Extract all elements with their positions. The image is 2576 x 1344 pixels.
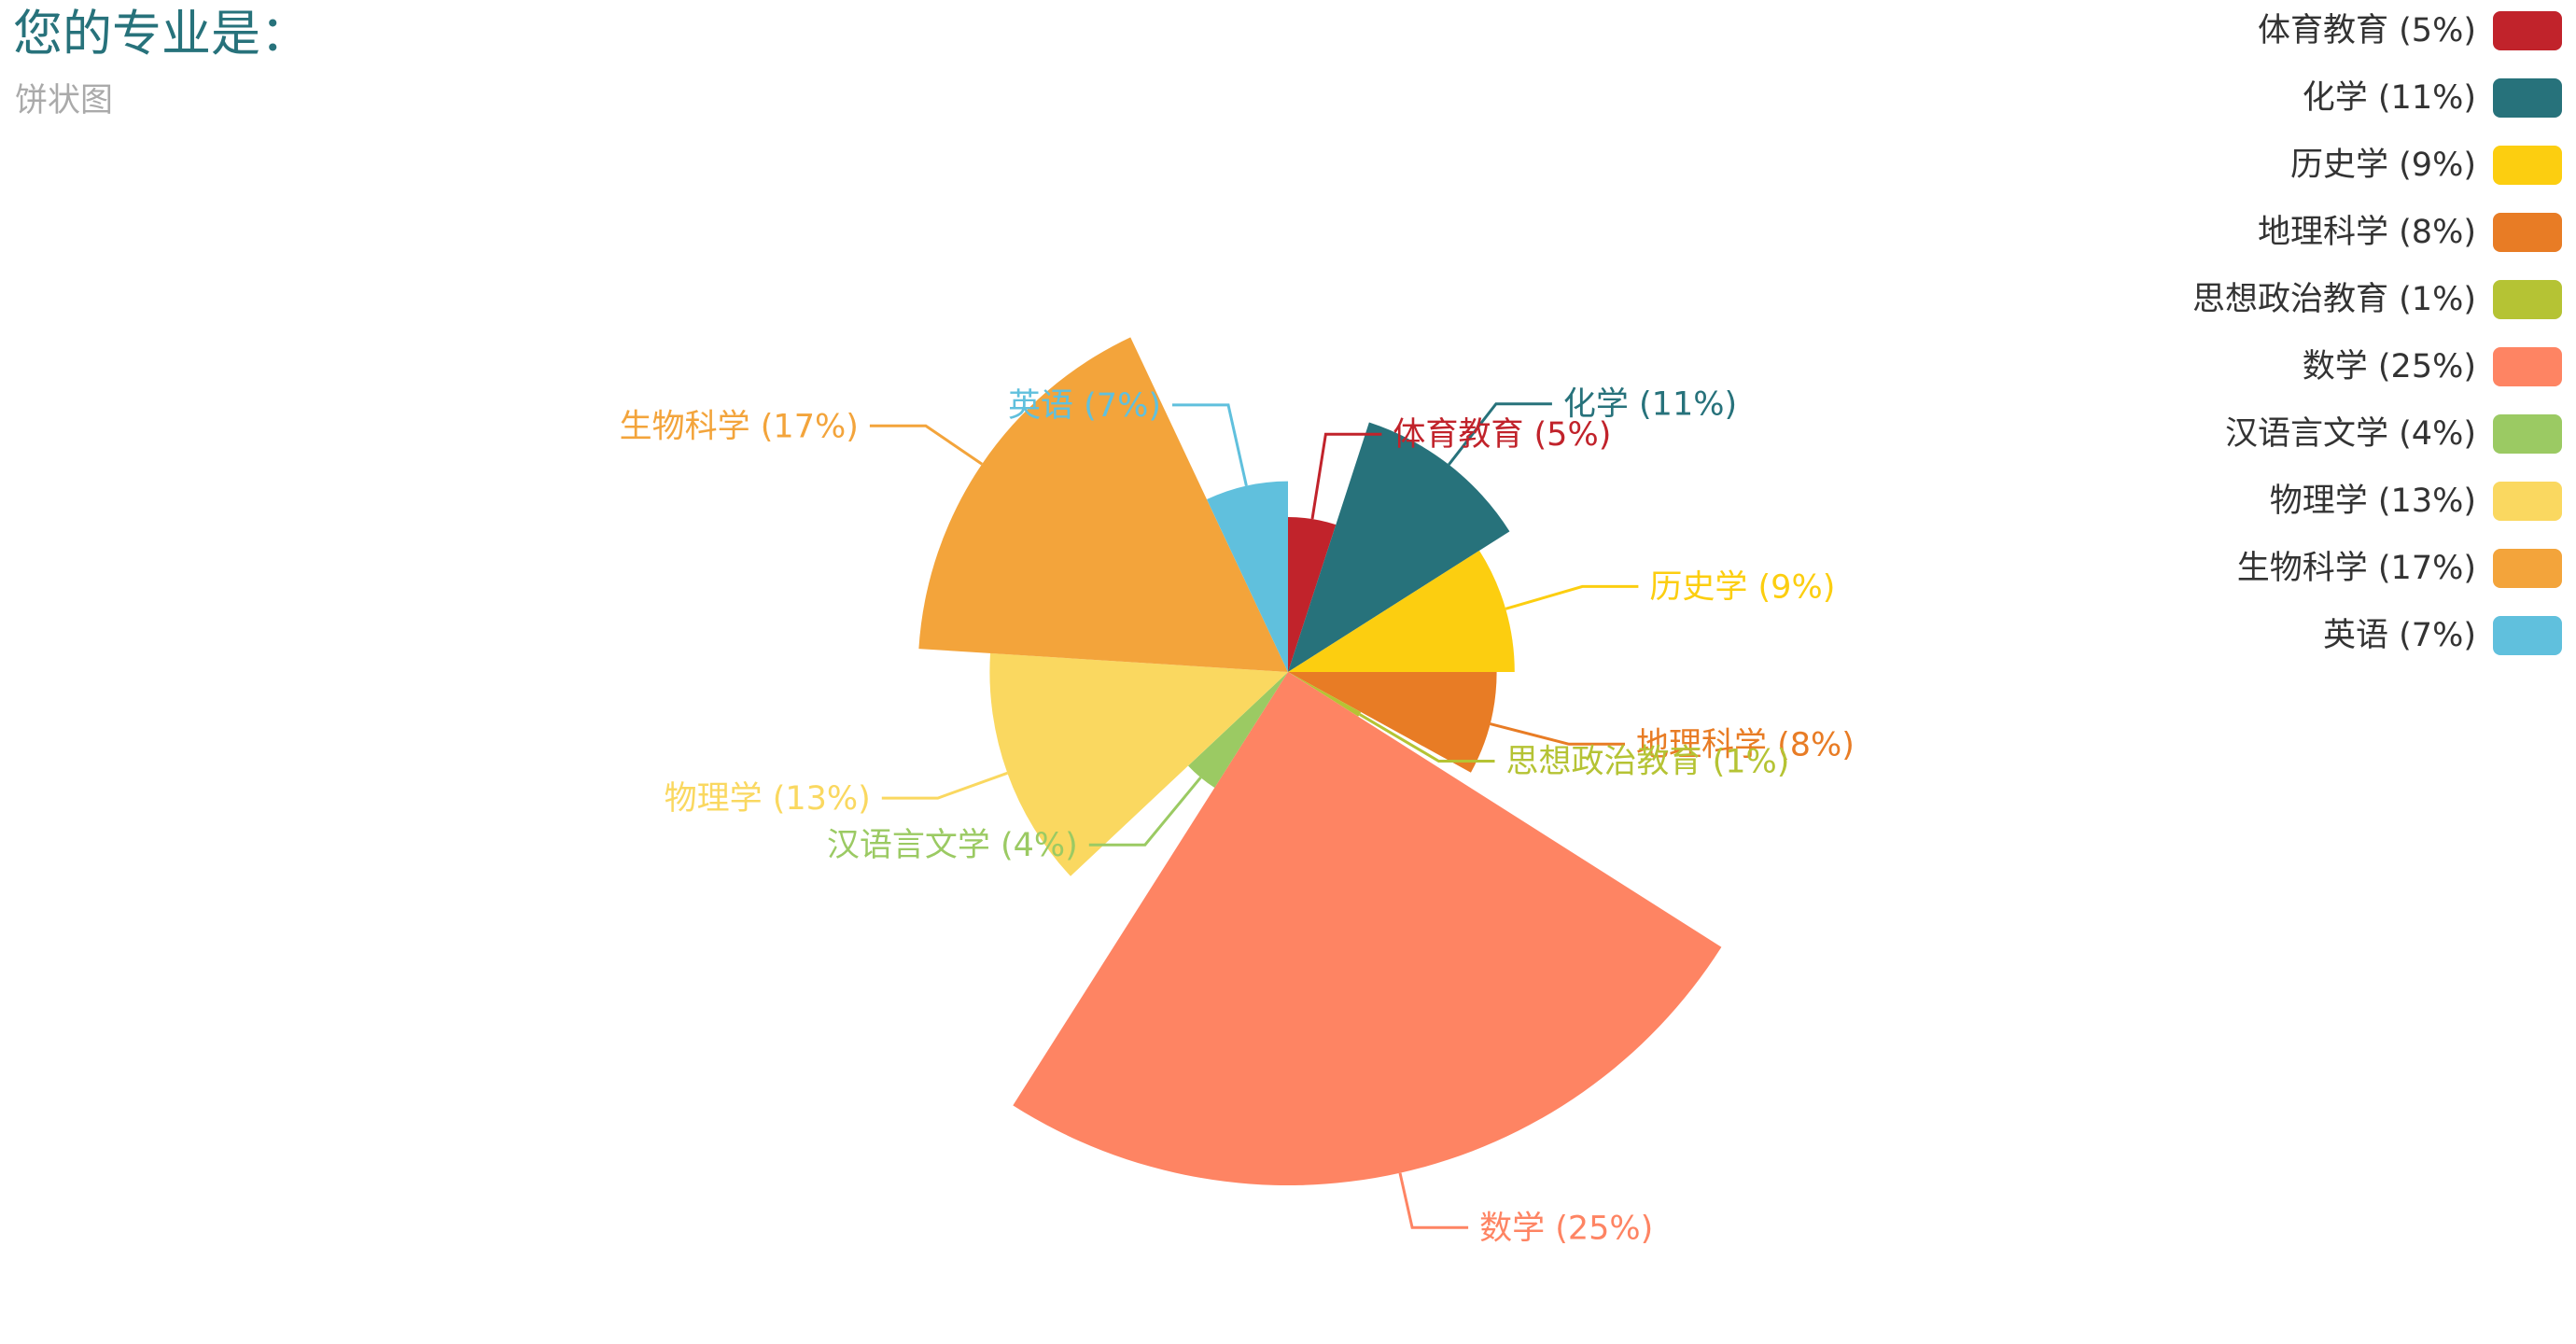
slice-label-item-9: 生物科学 (17%) bbox=[620, 408, 859, 445]
slice-label-item-8: 物理学 (13%) bbox=[665, 780, 871, 818]
legend: 体育教育 (5%) 化学 (11%) 历史学 (9%) 地理科学 (8%) 思想政治教育… bbox=[2192, 11, 2562, 655]
leader-line-item-5 bbox=[1359, 713, 1495, 763]
pie-slices bbox=[918, 337, 1722, 1185]
legend-label: 汉语言文学 (4%) bbox=[2225, 415, 2476, 453]
pie-slice-item-10[interactable] bbox=[1206, 481, 1288, 672]
pie-slice-item-7[interactable] bbox=[1187, 672, 1288, 788]
leader-line-item-9 bbox=[869, 424, 983, 466]
leader-line-item-8 bbox=[881, 771, 1008, 800]
slice-label-item-10: 英语 (7%) bbox=[1008, 387, 1161, 425]
slice-labels: 体育教育 (5%)化学 (11%) 历史学 (9%) 地理科学 (8%)思想政治教育… bbox=[620, 386, 1855, 1248]
legend-label: 化学 (11%) bbox=[2303, 79, 2476, 117]
leader-line-item-3 bbox=[1505, 584, 1639, 610]
pie-slice-item-3[interactable] bbox=[1288, 550, 1515, 672]
legend-label: 英语 (7%) bbox=[2323, 617, 2476, 654]
slice-label-item-2: 化学 (11%) bbox=[1563, 386, 1737, 424]
legend-swatch bbox=[2493, 347, 2562, 386]
legend-swatch bbox=[2493, 213, 2562, 252]
legend-item-item-4[interactable]: 地理科学 (8%) bbox=[2258, 213, 2562, 252]
legend-item-item-2[interactable]: 化学 (11%) bbox=[2303, 78, 2562, 118]
legend-swatch bbox=[2493, 482, 2562, 521]
pie-slice-item-9[interactable] bbox=[918, 337, 1288, 672]
legend-item-item-6[interactable]: 数学 (25%) bbox=[2303, 347, 2562, 386]
pie-slice-item-2[interactable] bbox=[1288, 422, 1510, 672]
legend-label: 思想政治教育 (1%) bbox=[2192, 281, 2476, 318]
legend-item-item-5[interactable]: 思想政治教育 (1%) bbox=[2192, 280, 2562, 319]
pie-slice-item-8[interactable] bbox=[989, 652, 1288, 876]
label-leader-lines bbox=[869, 402, 1639, 1229]
pie-slice-item-1[interactable] bbox=[1288, 517, 1337, 672]
legend-swatch bbox=[2493, 146, 2562, 185]
legend-label: 物理学 (13%) bbox=[2270, 483, 2476, 520]
slice-label-item-5: 思想政治教育 (1%) bbox=[1506, 744, 1790, 781]
legend-label: 数学 (25%) bbox=[2303, 348, 2476, 385]
slice-label-item-6: 数学 (25%) bbox=[1479, 1210, 1653, 1247]
pie-slice-item-4[interactable] bbox=[1288, 672, 1497, 773]
legend-swatch bbox=[2493, 616, 2562, 655]
leader-line-item-4 bbox=[1490, 722, 1625, 746]
legend-label: 生物科学 (17%) bbox=[2237, 550, 2476, 587]
leader-line-item-10 bbox=[1172, 403, 1248, 486]
leader-line-item-1 bbox=[1310, 432, 1382, 520]
legend-item-item-1[interactable]: 体育教育 (5%) bbox=[2258, 11, 2562, 50]
chart-title: 您的专业是： bbox=[13, 6, 310, 63]
slice-label-item-3: 历史学 (9%) bbox=[1649, 568, 1835, 606]
legend-swatch bbox=[2493, 549, 2562, 588]
legend-item-item-10[interactable]: 英语 (7%) bbox=[2323, 616, 2562, 655]
legend-swatch bbox=[2493, 280, 2562, 319]
legend-item-item-9[interactable]: 生物科学 (17%) bbox=[2237, 549, 2562, 588]
leader-line-item-6 bbox=[1398, 1172, 1469, 1229]
legend-swatch bbox=[2493, 78, 2562, 118]
pie-slice-item-5[interactable] bbox=[1288, 672, 1362, 717]
legend-item-item-3[interactable]: 历史学 (9%) bbox=[2290, 146, 2562, 185]
legend-swatch bbox=[2493, 11, 2562, 50]
legend-swatch bbox=[2493, 414, 2562, 454]
legend-label: 历史学 (9%) bbox=[2290, 147, 2476, 184]
legend-item-item-7[interactable]: 汉语言文学 (4%) bbox=[2225, 414, 2562, 454]
leader-line-item-7 bbox=[1088, 777, 1202, 847]
slice-label-item-7: 汉语言文学 (4%) bbox=[827, 827, 1078, 864]
legend-item-item-8[interactable]: 物理学 (13%) bbox=[2270, 482, 2562, 521]
slice-label-item-4: 地理科学 (8%) bbox=[1636, 726, 1855, 763]
chart-subtitle: 饼状图 bbox=[15, 82, 114, 119]
leader-line-item-2 bbox=[1448, 402, 1552, 466]
pie-slice-item-6[interactable] bbox=[1013, 672, 1722, 1185]
legend-label: 地理科学 (8%) bbox=[2258, 214, 2476, 251]
slice-label-item-1: 体育教育 (5%) bbox=[1393, 416, 1611, 454]
legend-label: 体育教育 (5%) bbox=[2258, 12, 2476, 49]
